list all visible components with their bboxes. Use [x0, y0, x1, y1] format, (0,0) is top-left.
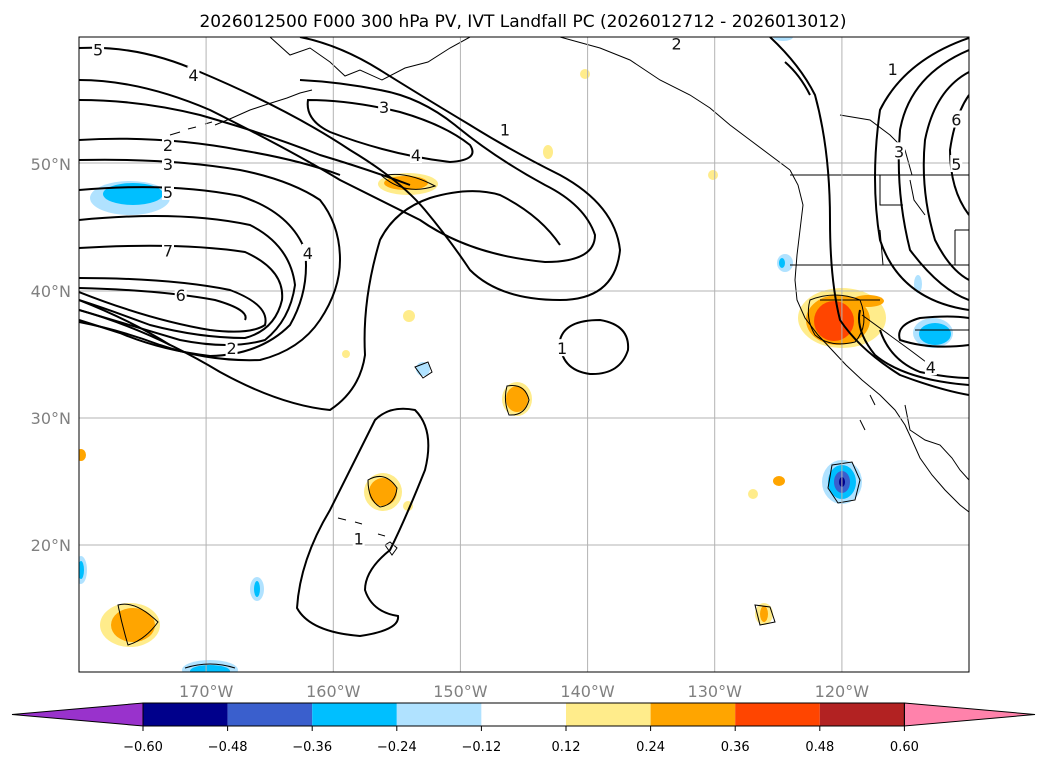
contour-label: 1 [354, 530, 364, 549]
contour-label-bg [498, 120, 511, 138]
colorbar-tick-label: −0.24 [377, 740, 417, 755]
colorbar-tick-label: 0.12 [552, 740, 581, 755]
lat-label: 50°N [31, 155, 71, 174]
map-title: 2026012500 F000 300 hPa PV, IVT Landfall… [199, 12, 846, 32]
contour-label: 4 [926, 358, 936, 377]
contour-label-bg [162, 182, 174, 200]
colorbar-swatch [396, 703, 482, 726]
contour-label: 3 [379, 98, 389, 117]
contour-label-bg [556, 339, 569, 357]
contour-label: 2 [671, 34, 681, 53]
colorbar-swatch [143, 703, 228, 726]
contour-label-bg [378, 97, 391, 115]
colorbar-tick-label: −0.60 [123, 740, 163, 755]
contour-label: 5 [93, 41, 103, 60]
contour-label: 2 [163, 136, 173, 155]
colorbar-swatch [566, 703, 651, 726]
colorbar-swatch [481, 703, 566, 726]
lon-label: 130°W [688, 682, 743, 701]
contour-label-bg [924, 358, 937, 376]
map-background [79, 37, 969, 672]
lon-label: 120°W [815, 682, 870, 701]
contour-label-bg [174, 285, 187, 303]
lat-label: 20°N [31, 536, 71, 555]
contour-label-bg [187, 66, 200, 84]
colorbar-tick-label: 0.24 [636, 740, 665, 755]
contour-label-bg [886, 59, 899, 77]
contour-label: 5 [951, 155, 961, 174]
colorbar-swatch [735, 703, 820, 726]
shade-outlines [117, 173, 865, 669]
coastlines [169, 37, 969, 626]
contour-label: 4 [303, 244, 313, 263]
lon-label: 140°W [560, 682, 615, 701]
contour-label-bg [301, 243, 314, 261]
colorbar-swatch [650, 703, 736, 726]
contour-label-bg [893, 142, 906, 160]
colorbar-swatch [312, 703, 397, 726]
contour-label: 2 [226, 339, 236, 358]
contour-label-bg [225, 339, 238, 357]
colorbar-tick-label: −0.12 [461, 740, 501, 755]
colorbar-tick-label: 0.60 [890, 740, 919, 755]
graticule [79, 37, 969, 672]
contour-label-bg [670, 37, 683, 52]
contour-label: 6 [951, 111, 961, 130]
lon-label: 170°W [179, 682, 234, 701]
pv-contours [79, 37, 969, 638]
colorbar-frame [142, 702, 905, 727]
lat-label: 40°N [31, 282, 71, 301]
colorbar-swatch [227, 703, 313, 726]
colorbar-tick-label: 0.36 [721, 740, 750, 755]
map-frame [78, 36, 970, 673]
contour-label: 1 [557, 339, 567, 358]
contour-label-bg [162, 155, 174, 172]
colorbar: −0.60 −0.48 −0.36 −0.24 −0.12 0.12 0.24 0.36 0.4… [11, 702, 1036, 755]
contour-label: 1 [500, 121, 510, 140]
colorbar-tick-label: 0.48 [805, 740, 834, 755]
colorbar-extend-min [11, 702, 144, 727]
contour-label-bg [92, 40, 105, 58]
contour-label: 3 [163, 155, 173, 174]
contour-label-bg [950, 110, 963, 128]
colorbar-extend-max [903, 702, 1036, 727]
contour-label: 5 [163, 183, 173, 202]
lat-label: 30°N [31, 409, 71, 428]
longitude-labels: 170°W 160°W 150°W 140°W 130°W 120°W [179, 682, 869, 701]
contour-label: 3 [894, 142, 904, 161]
colorbar-tick-label: −0.48 [208, 740, 248, 755]
contour-label: 4 [411, 146, 421, 165]
lon-label: 150°W [433, 682, 488, 701]
lon-label: 160°W [306, 682, 361, 701]
colorbar-swatch [819, 703, 905, 726]
contour-label: 7 [163, 241, 173, 260]
contour-label-bg [409, 146, 422, 164]
contour-label-bg [950, 155, 963, 172]
contour-label: 1 [888, 60, 898, 79]
contour-label-bg [162, 241, 174, 259]
contour-label-bg [352, 529, 365, 547]
colorbar-tick-label: −0.36 [292, 740, 332, 755]
contour-label: 6 [176, 286, 186, 305]
latitude-labels: 50°N 40°N 30°N 20°N [31, 155, 71, 555]
contour-label-bg [162, 135, 174, 153]
contour-label: 4 [188, 66, 198, 85]
